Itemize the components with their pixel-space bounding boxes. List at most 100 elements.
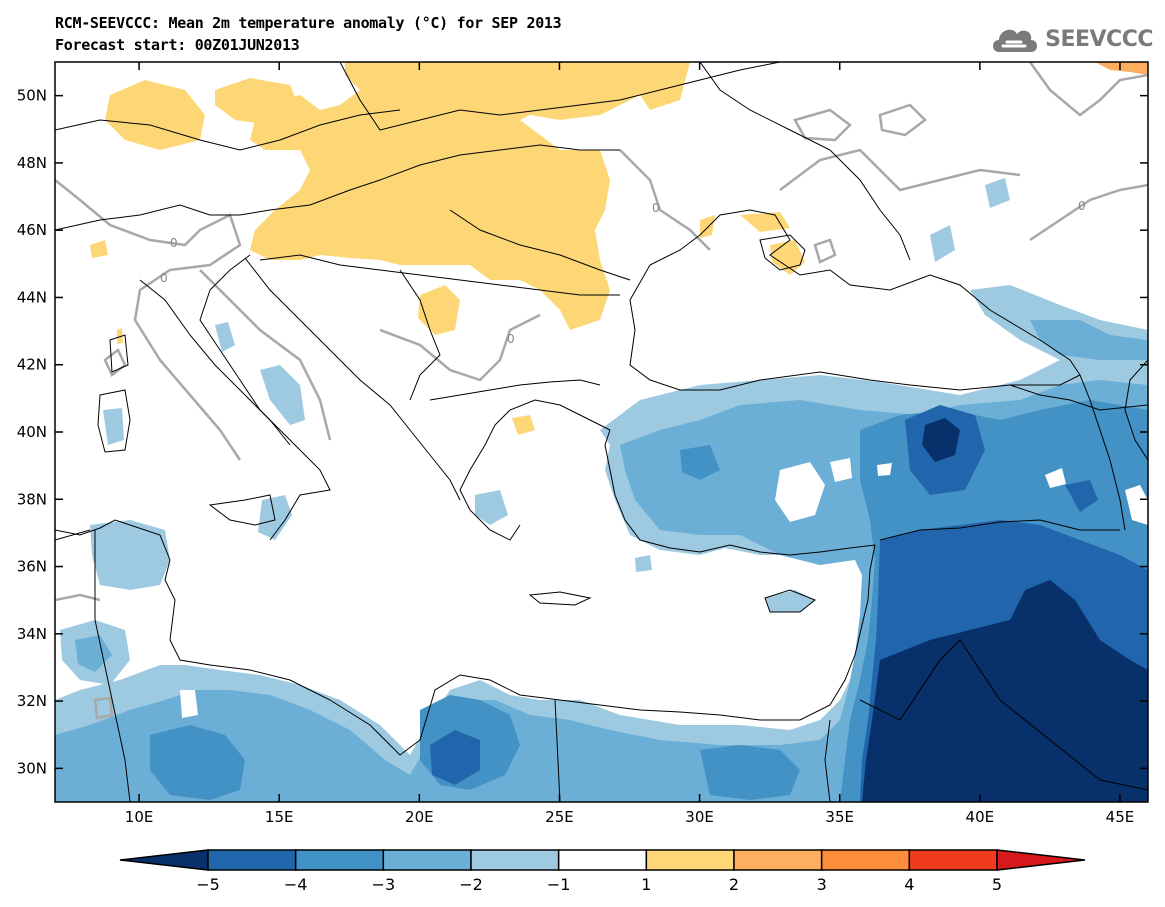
colorbar-label: 4 [904, 875, 914, 894]
border-turkey-georgia [1009, 384, 1148, 411]
x-tick-label: 25E [545, 808, 574, 826]
cold-area-algeria-core [75, 635, 112, 672]
coastline-corsica [109, 334, 129, 373]
zero-contour-atlas [93, 696, 114, 720]
cold-area-black-sea-east2 [1030, 320, 1148, 360]
colorbar-segment [382, 849, 472, 871]
contour-label: 0 [160, 271, 168, 285]
y-tick-label: 50N [17, 87, 47, 105]
x-tick-label: 15E [265, 808, 294, 826]
cold-area-iraq-core [862, 580, 1148, 802]
coastline-black-sea [629, 209, 1081, 391]
seevccc-logo: SEEVCCC [989, 22, 1153, 56]
zero-contour-africa [55, 593, 101, 602]
colorbar-label: −1 [547, 875, 571, 894]
zero-contour-caucasus [813, 238, 837, 264]
zero-contour-loop-north2 [793, 108, 852, 142]
cold-area-italy [260, 365, 305, 425]
zero-contour-sardinia [103, 348, 127, 377]
zero-contour-alps [55, 179, 242, 461]
cold-anomaly-level5 [862, 418, 1148, 802]
border-russia-ukraine [699, 62, 911, 261]
coastline-mediterranean-south [55, 519, 876, 756]
warm-area-2-3-ne-corner [1095, 62, 1148, 75]
coastline-italy-west [139, 279, 291, 446]
cold-area-azov [930, 225, 955, 262]
colorbar-label: −5 [196, 875, 220, 894]
colorbar-segment [470, 849, 560, 871]
border-serbia [399, 269, 441, 401]
y-tick-label: 42N [17, 356, 47, 374]
cold-area-anatolia-darkest [922, 418, 960, 462]
warm-area-germany-west [105, 80, 205, 150]
contour-labels: 0 0 0 0 0 [160, 199, 1086, 346]
cold-area-italy-small [215, 322, 235, 352]
coastlines-and-borders [55, 62, 1148, 802]
colorbar-segment [207, 849, 297, 871]
neutral-hole-anatolia-tiny [877, 463, 892, 476]
zero-contour-north [1028, 62, 1148, 117]
cold-area-libya-west [150, 725, 245, 800]
cold-area-anatolia-core [680, 445, 720, 480]
border-egypt-israel [824, 719, 831, 802]
colorbar: −5 −4 −3 −2 −1 1 2 3 4 5 [119, 849, 1086, 894]
coastline-caspian [1124, 359, 1148, 461]
forecast-start-label: Forecast start: 00Z01JUN2013 [55, 36, 300, 54]
y-tick-label: 36N [17, 558, 47, 576]
colorbar-label: 1 [641, 875, 651, 894]
cold-area-sardinia [103, 408, 124, 445]
y-tick-label: 48N [17, 154, 47, 172]
colorbar-label: 5 [992, 875, 1002, 894]
contour-label: 0 [1078, 199, 1086, 213]
border-central-europe [55, 144, 620, 231]
cold-area-van [1065, 480, 1098, 512]
border-north-africa [94, 530, 131, 802]
coastline-crete [528, 591, 592, 606]
cold-area-caucasus [985, 178, 1010, 208]
warm-area-odessa [700, 215, 715, 238]
y-tick-label: 30N [17, 759, 47, 777]
y-tick-label: 44N [17, 288, 47, 306]
warm-area-crimea [740, 212, 790, 232]
coastline-aegean [459, 399, 611, 541]
coastline-sicily [208, 494, 276, 526]
colorbar-label: −3 [372, 875, 396, 894]
border-germany [55, 109, 401, 151]
warm-area-thessaloniki [512, 415, 535, 435]
colorbar-min-arrow [119, 849, 209, 871]
x-tick-label: 45E [1106, 808, 1135, 826]
x-tick-label: 40E [966, 808, 995, 826]
x-tick-label: 35E [825, 808, 854, 826]
border-turkey-east [1079, 374, 1126, 531]
cold-area-crete-east [635, 555, 652, 572]
warm-area-corsica [117, 328, 123, 344]
colorbar-segment [645, 849, 735, 871]
zero-contour-balkans [379, 313, 541, 382]
y-tick-label: 46N [17, 221, 47, 239]
x-tick-label: 10E [125, 808, 154, 826]
map-axes: 10E 15E 20E 25E 30E 35E 40E 45E 30N 32N 34N 36N 38N 4… [17, 62, 1148, 826]
colorbar-segment [294, 849, 385, 871]
warm-area-bavaria [215, 78, 300, 125]
border-libya-egypt [554, 699, 561, 802]
colorbar-label: 3 [817, 875, 827, 894]
colorbar-label: 2 [729, 875, 739, 894]
neutral-hole-central-anatolia [775, 462, 825, 522]
colorbar-label: −2 [459, 875, 483, 894]
map-title: RCM-SEEVCCC: Mean 2m temperature anomaly… [55, 14, 562, 32]
neutral-hole-libya [180, 690, 198, 718]
y-tick-label: 38N [17, 490, 47, 508]
colorbar-max-arrow [996, 849, 1086, 871]
border-jordan-iraq [859, 639, 1148, 791]
zero-contour-loop-north [878, 103, 927, 137]
colorbar-segment [908, 849, 998, 871]
coastline-adriatic [244, 257, 461, 501]
coastline-turkey-south [604, 429, 876, 556]
coastline-tunisia [55, 529, 91, 541]
neutral-hole-east [1045, 468, 1066, 488]
colorbar-segment [820, 849, 911, 871]
colorbar-segment [557, 849, 648, 871]
cold-area-egypt [700, 745, 800, 800]
y-tick-label: 40N [17, 423, 47, 441]
y-tick-label: 34N [17, 625, 47, 643]
